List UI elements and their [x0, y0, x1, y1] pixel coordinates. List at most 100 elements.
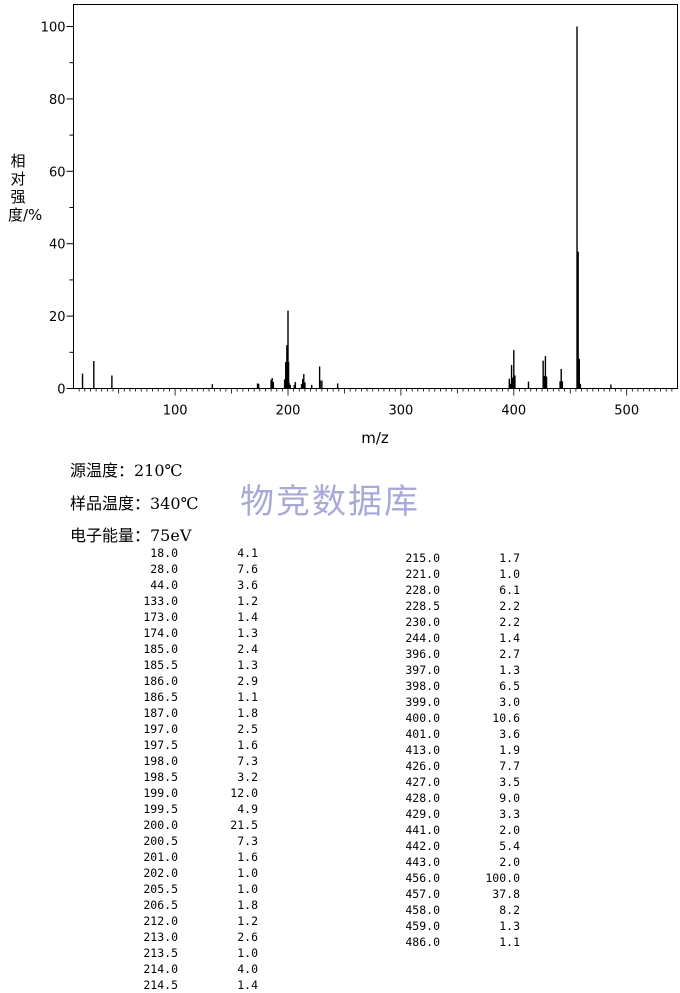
peak-mz: 457.0: [405, 887, 440, 901]
peak-mz: 456.0: [405, 871, 440, 885]
peak-intensity: 8.2: [499, 903, 520, 917]
peak-mz: 413.0: [405, 743, 440, 757]
peak-row: 413.0 1.9: [390, 742, 520, 758]
peak-row: 399.0 3.0: [390, 694, 520, 710]
peak-mz: 199.0: [143, 786, 178, 800]
peak-row: 401.0 3.6: [390, 726, 520, 742]
peak-mz: 228.5: [405, 599, 440, 613]
peak-row: 200.0 21.5: [128, 817, 258, 833]
x-tick-label: 100: [163, 404, 188, 419]
peak-mz: 133.0: [143, 594, 178, 608]
peak-intensity: 1.0: [237, 882, 258, 896]
peak-intensity: 4.9: [237, 802, 258, 816]
peak-mz: 201.0: [143, 850, 178, 864]
peak-row: 456.0 100.0: [390, 870, 520, 886]
mass-spectrum-chart: 0 20 40 60 80 100 100 200 300 400 500 m/z: [41, 4, 678, 447]
y-tick-label: 0: [57, 383, 65, 398]
peak-row: 244.0 1.4: [390, 630, 520, 646]
peak-bars: [81, 26, 612, 389]
peak-intensity: 3.0: [499, 695, 520, 709]
peak-intensity: 1.8: [237, 706, 258, 720]
peak-row: 202.0 1.0: [128, 865, 258, 881]
peak-intensity: 12.0: [230, 786, 258, 800]
peak-mz: 44.0: [150, 578, 178, 592]
peak-row: 206.5 1.8: [128, 897, 258, 913]
peak-row: 201.0 1.6: [128, 849, 258, 865]
peak-row: 486.0 1.1: [390, 934, 520, 950]
peak-row: 428.0 9.0: [390, 790, 520, 806]
peak-mz: 396.0: [405, 647, 440, 661]
peak-intensity: 2.6: [237, 930, 258, 944]
peak-intensity: 5.4: [499, 839, 520, 853]
peak-row: 28.0 7.6: [128, 561, 258, 577]
peak-row: 458.0 8.2: [390, 902, 520, 918]
peak-intensity: 7.6: [237, 562, 258, 576]
peak-mz: 221.0: [405, 567, 440, 581]
peak-intensity: 1.7: [499, 551, 520, 565]
peak-intensity: 1.4: [237, 610, 258, 624]
peak-row: 457.0 37.8: [390, 886, 520, 902]
peak-row: 442.0 5.4: [390, 838, 520, 854]
peak-row: 198.5 3.2: [128, 769, 258, 785]
peak-intensity: 4.1: [237, 546, 258, 560]
peak-mz: 442.0: [405, 839, 440, 853]
watermark: 物竞数据库: [240, 482, 420, 522]
peak-intensity: 10.6: [492, 711, 520, 725]
peak-intensity: 1.1: [499, 935, 520, 949]
peak-intensity: 2.0: [499, 855, 520, 869]
peak-intensity: 6.5: [499, 679, 520, 693]
peak-intensity: 2.2: [499, 599, 520, 613]
peak-row: 228.0 6.1: [390, 582, 520, 598]
peak-mz: 426.0: [405, 759, 440, 773]
peak-mz: 397.0: [405, 663, 440, 677]
peak-row: 228.5 2.2: [390, 598, 520, 614]
peak-mz: 213.5: [143, 946, 178, 960]
peak-intensity: 1.8: [237, 898, 258, 912]
peak-intensity: 1.9: [499, 743, 520, 757]
peak-mz: 400.0: [405, 711, 440, 725]
peak-mz: 205.5: [143, 882, 178, 896]
peak-mz: 200.5: [143, 834, 178, 848]
peak-row: 199.0 12.0: [128, 785, 258, 801]
peak-mz: 459.0: [405, 919, 440, 933]
plot-frame: [73, 4, 678, 389]
peak-intensity: 1.0: [237, 866, 258, 880]
peak-mz: 185.5: [143, 658, 178, 672]
peak-mz: 174.0: [143, 626, 178, 640]
peak-intensity: 1.2: [237, 594, 258, 608]
peak-row: 396.0 2.7: [390, 646, 520, 662]
peak-mz: 198.0: [143, 754, 178, 768]
peak-row: 221.0 1.0: [390, 566, 520, 582]
peak-intensity: 1.3: [499, 919, 520, 933]
electron-energy: 电子能量：75eV: [70, 526, 192, 545]
y-axis: 0 20 40 60 80 100: [41, 21, 74, 398]
x-tick-label: 500: [614, 404, 639, 419]
peak-mz: 200.0: [143, 818, 178, 832]
peak-intensity: 9.0: [499, 791, 520, 805]
peak-mz: 187.0: [143, 706, 178, 720]
peak-mz: 213.0: [143, 930, 178, 944]
peak-intensity: 37.8: [492, 887, 520, 901]
peak-row: 230.0 2.2: [390, 614, 520, 630]
peak-mz: 206.5: [143, 898, 178, 912]
peak-mz: 401.0: [405, 727, 440, 741]
peak-intensity: 1.3: [499, 663, 520, 677]
peak-intensity: 1.6: [237, 850, 258, 864]
peak-row: 215.0 1.7: [390, 550, 520, 566]
peak-row: 197.0 2.5: [128, 721, 258, 737]
peak-mz: 197.5: [143, 738, 178, 752]
source-temperature: 源温度：210℃: [70, 461, 183, 480]
peak-intensity: 100.0: [485, 871, 520, 885]
peak-intensity: 2.7: [499, 647, 520, 661]
peak-row: 443.0 2.0: [390, 854, 520, 870]
peak-intensity: 7.3: [237, 754, 258, 768]
peak-intensity: 1.2: [237, 914, 258, 928]
peak-row: 200.5 7.3: [128, 833, 258, 849]
peak-intensity: 1.1: [237, 690, 258, 704]
peak-row: 441.0 2.0: [390, 822, 520, 838]
x-tick-label: 300: [388, 404, 413, 419]
peak-intensity: 4.0: [237, 962, 258, 976]
peak-row: 398.0 6.5: [390, 678, 520, 694]
peak-row: 459.0 1.3: [390, 918, 520, 934]
peak-mz: 486.0: [405, 935, 440, 949]
